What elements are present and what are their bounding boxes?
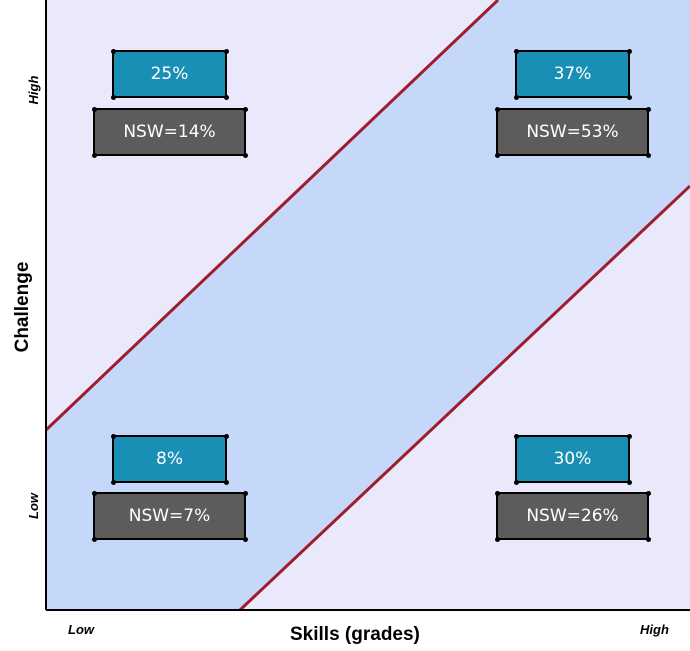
nsw-label: NSW=7% <box>128 506 211 526</box>
y-axis-low-label: Low <box>26 493 41 519</box>
percent-label: 37% <box>553 64 592 84</box>
percent-box-low-challenge-low-skill: 8% <box>110 433 229 485</box>
x-axis-high-label: High <box>640 622 669 637</box>
nsw-label: NSW=53% <box>526 122 619 142</box>
percent-label: 8% <box>156 449 183 469</box>
nsw-box-high-challenge-low-skill: NSW=14% <box>91 106 248 158</box>
upper-boundary-line <box>44 0 500 432</box>
x-axis-low-label: Low <box>68 622 94 637</box>
x-axis-title: Skills (grades) <box>290 624 420 645</box>
lower-boundary-line <box>238 184 690 612</box>
nsw-box-high-challenge-high-skill: NSW=53% <box>494 106 651 158</box>
nsw-label: NSW=14% <box>123 122 216 142</box>
nsw-label: NSW=26% <box>526 506 619 526</box>
nsw-box-low-challenge-low-skill: NSW=7% <box>91 490 248 542</box>
percent-box-high-challenge-low-skill: 25% <box>110 48 229 100</box>
percent-box-low-challenge-high-skill: 30% <box>513 433 632 485</box>
y-axis-high-label: High <box>26 75 41 105</box>
nsw-box-low-challenge-high-skill: NSW=26% <box>494 490 651 542</box>
y-axis-title: Challenge <box>12 261 33 353</box>
percent-label: 25% <box>150 64 189 84</box>
percent-label: 30% <box>553 449 592 469</box>
percent-box-high-challenge-high-skill: 37% <box>513 48 632 100</box>
